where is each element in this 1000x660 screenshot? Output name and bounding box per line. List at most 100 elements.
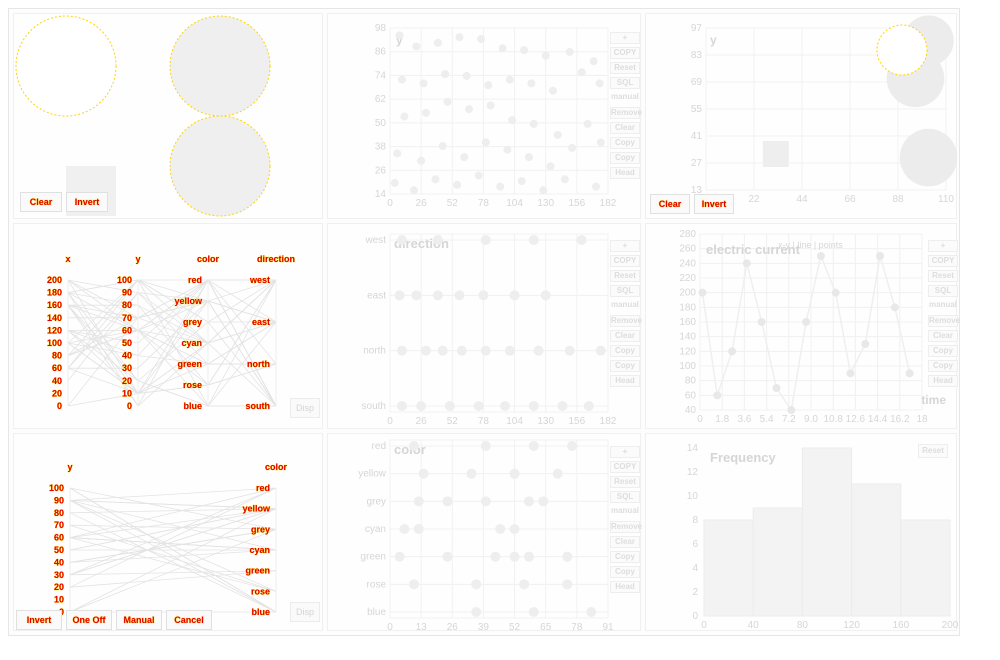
toolbar-button-+[interactable]: + (610, 240, 640, 252)
data-point[interactable] (861, 340, 870, 348)
data-point[interactable] (540, 290, 551, 301)
toolbar-button-remove[interactable]: Remove (928, 315, 961, 327)
data-point[interactable] (421, 108, 430, 117)
data-point[interactable] (473, 401, 484, 411)
data-point[interactable] (548, 86, 557, 95)
bubble[interactable] (15, 15, 117, 117)
data-point[interactable] (438, 142, 447, 151)
histogram-bar[interactable] (703, 519, 754, 617)
data-point[interactable] (412, 42, 421, 51)
data-point[interactable] (831, 288, 840, 297)
data-point[interactable] (442, 496, 453, 507)
data-point[interactable] (772, 384, 781, 392)
data-point[interactable] (528, 401, 539, 411)
data-point[interactable] (533, 345, 544, 356)
histogram-bar[interactable] (801, 447, 853, 617)
data-point[interactable] (568, 143, 577, 152)
toolbar-button-copy[interactable]: COPY (610, 47, 640, 59)
toolbar-button-remove[interactable]: Remove (610, 107, 643, 119)
cancel-button[interactable]: Cancel (166, 610, 212, 630)
data-point[interactable] (408, 441, 419, 451)
data-point[interactable] (498, 44, 507, 53)
data-point[interactable] (471, 607, 482, 617)
data-point[interactable] (454, 290, 465, 301)
data-point[interactable] (538, 496, 549, 507)
data-point[interactable] (583, 401, 594, 411)
data-point[interactable] (527, 79, 536, 88)
data-point[interactable] (876, 252, 885, 260)
data-point[interactable] (408, 579, 419, 590)
invert-button[interactable]: Invert (16, 610, 62, 630)
data-point[interactable] (477, 35, 486, 44)
data-point[interactable] (528, 235, 539, 245)
data-point[interactable] (465, 105, 474, 114)
toolbar-button-clear[interactable]: Clear (928, 330, 958, 342)
toolbar-button-clear[interactable]: Clear (610, 330, 640, 342)
bubble-square[interactable] (762, 141, 789, 167)
data-point[interactable] (567, 441, 578, 451)
data-point[interactable] (577, 68, 586, 77)
data-point[interactable] (390, 178, 399, 187)
data-point[interactable] (393, 149, 402, 158)
data-point[interactable] (583, 119, 592, 128)
data-point[interactable] (504, 345, 515, 356)
data-point[interactable] (399, 524, 410, 534)
data-point[interactable] (419, 79, 428, 88)
data-point[interactable] (456, 345, 467, 356)
toolbar-button-+[interactable]: + (610, 446, 640, 458)
manual-button[interactable]: Manual (116, 610, 162, 630)
data-point[interactable] (562, 579, 573, 590)
data-point[interactable] (905, 369, 914, 378)
invert-button[interactable]: Invert (66, 192, 108, 212)
data-point[interactable] (433, 38, 442, 47)
data-point[interactable] (478, 290, 489, 301)
toolbar-button-remove[interactable]: Remove (610, 315, 643, 327)
data-point[interactable] (528, 441, 539, 451)
data-point[interactable] (480, 496, 491, 507)
clear-button[interactable]: Clear (650, 194, 690, 214)
data-point[interactable] (416, 401, 427, 411)
data-point[interactable] (444, 401, 455, 411)
toolbar-button-head[interactable]: Head (928, 375, 958, 387)
data-point[interactable] (524, 153, 533, 162)
data-point[interactable] (592, 182, 601, 191)
data-point[interactable] (480, 441, 491, 451)
data-point[interactable] (420, 345, 431, 356)
data-point[interactable] (509, 290, 520, 301)
toolbar-button-copy[interactable]: COPY (928, 255, 958, 267)
data-point[interactable] (432, 235, 443, 245)
data-point[interactable] (394, 290, 405, 301)
toolbar-button-manual[interactable]: manual (610, 506, 639, 515)
toolbar-button-manual[interactable]: manual (928, 300, 957, 309)
toolbar-button-copy[interactable]: Copy (610, 551, 640, 563)
histogram-bar[interactable] (851, 483, 902, 617)
data-point[interactable] (890, 303, 899, 312)
data-point[interactable] (509, 524, 520, 534)
toolbar-button-copy[interactable]: COPY (610, 255, 640, 267)
data-point[interactable] (431, 175, 440, 184)
data-point[interactable] (529, 119, 538, 128)
data-point[interactable] (437, 345, 448, 356)
data-point[interactable] (411, 290, 422, 301)
data-point[interactable] (480, 235, 491, 245)
bubble[interactable] (876, 24, 928, 76)
bubble[interactable] (899, 128, 958, 187)
data-point[interactable] (802, 318, 811, 326)
data-point[interactable] (589, 57, 598, 66)
data-point[interactable] (553, 130, 562, 139)
histogram-bar[interactable] (752, 507, 803, 617)
data-point[interactable] (396, 401, 407, 411)
data-point[interactable] (596, 138, 605, 147)
data-point[interactable] (557, 401, 568, 411)
toolbar-button-copy[interactable]: Copy (610, 566, 640, 578)
data-point[interactable] (455, 33, 464, 42)
data-point[interactable] (595, 345, 606, 356)
toolbar-button-reset[interactable]: Reset (928, 270, 958, 282)
toolbar-button-manual[interactable]: manual (610, 92, 639, 101)
toolbar-button-copy[interactable]: COPY (610, 461, 640, 473)
data-point[interactable] (846, 369, 855, 378)
data-point[interactable] (713, 391, 722, 400)
toolbar-button-head[interactable]: Head (610, 375, 640, 387)
data-point[interactable] (509, 468, 520, 479)
data-point[interactable] (443, 97, 452, 106)
